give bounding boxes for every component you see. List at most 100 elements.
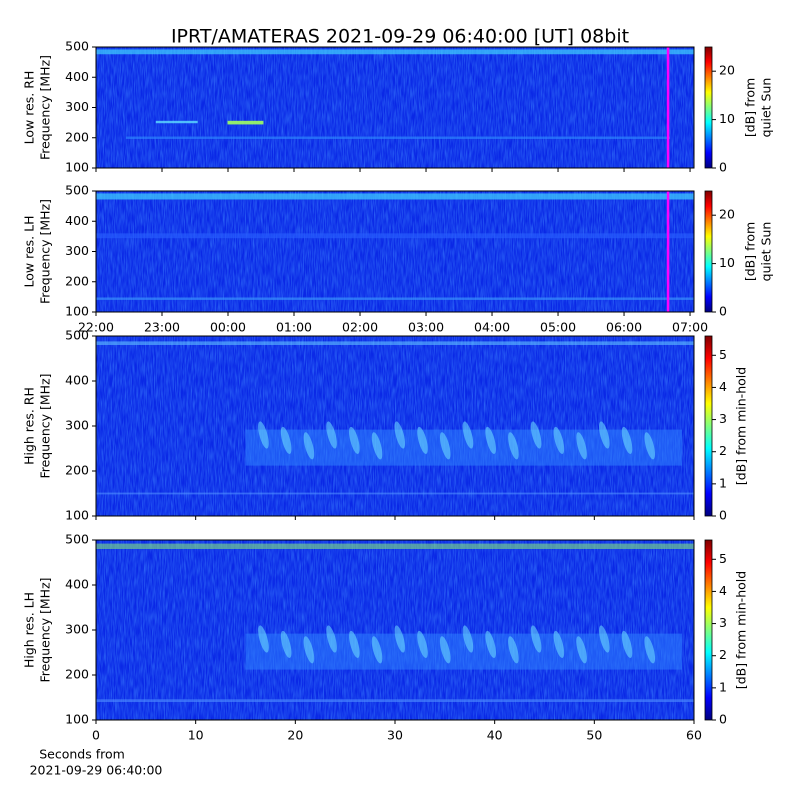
y-tick-label: 200 xyxy=(65,463,89,478)
y-tick-label: 100 xyxy=(65,712,89,727)
y-tick-label: 200 xyxy=(65,273,89,288)
burst-feature xyxy=(280,630,292,658)
y-tick-label: 200 xyxy=(65,129,89,144)
colorbar-tick-label: 3 xyxy=(719,411,727,426)
burst-feature xyxy=(599,625,610,653)
spectrogram-feature xyxy=(96,193,694,200)
spectrogram-feature xyxy=(227,120,264,125)
y-tick-label: 200 xyxy=(65,667,89,682)
burst-feature xyxy=(349,426,360,454)
colorbar-tick-label: 1 xyxy=(719,475,727,490)
y-tick-label: 100 xyxy=(65,304,89,319)
burst-feature xyxy=(326,625,337,653)
colorbar-tick-label: 0 xyxy=(719,508,727,523)
y-tick-label: 300 xyxy=(65,622,89,637)
burst-feature xyxy=(349,630,360,658)
y-tick-label: 500 xyxy=(65,532,89,547)
burst-feature xyxy=(462,625,474,653)
y-tick-label: 500 xyxy=(65,328,89,343)
x-tick-label: 40 xyxy=(487,728,503,743)
burst-feature xyxy=(644,432,656,460)
y-tick-label: 100 xyxy=(65,508,89,523)
colorbar-tick-label: 4 xyxy=(719,379,727,394)
burst-feature xyxy=(644,636,656,664)
colorbar-label: quiet Sun xyxy=(759,78,774,138)
colorbar-tick-label: 3 xyxy=(719,615,727,630)
x-tick-label: 0 xyxy=(92,728,100,743)
burst-feature xyxy=(258,625,269,653)
spectrogram-feature xyxy=(96,49,694,55)
colorbar xyxy=(704,335,713,517)
y-tick-label: 500 xyxy=(65,39,89,54)
figure-title: IPRT/AMATERAS 2021-09-29 06:40:00 [UT] 0… xyxy=(171,26,629,48)
colorbar-tick-label: 20 xyxy=(719,63,735,78)
y-axis-label: Frequency [MHz] xyxy=(38,373,53,478)
x-tick-label: 23:00 xyxy=(144,320,180,335)
y-tick-label: 300 xyxy=(65,418,89,433)
y-axis-label: High res. LH xyxy=(22,592,37,668)
x-tick-label: 02:00 xyxy=(342,320,378,335)
y-tick-label: 400 xyxy=(65,69,89,84)
burst-feature xyxy=(439,636,451,664)
colorbar-label: [dB] from min-hold xyxy=(734,571,749,689)
spectrogram-feature xyxy=(245,633,683,670)
colorbar xyxy=(704,46,713,169)
y-axis-label: Low res. LH xyxy=(22,216,37,288)
y-tick-label: 300 xyxy=(65,243,89,258)
colorbar-tick-label: 20 xyxy=(719,207,735,222)
x-tick-label: 00:00 xyxy=(210,320,246,335)
burst-feature xyxy=(485,630,496,658)
x-tick-label: 04:00 xyxy=(474,320,510,335)
colorbar-tick-label: 10 xyxy=(719,111,735,126)
burst-feature xyxy=(576,636,587,664)
burst-feature xyxy=(530,625,542,653)
burst-feature xyxy=(553,426,565,454)
y-axis-label: Frequency [MHz] xyxy=(38,55,53,160)
x-axis-label: 2021-09-29 06:40:00 xyxy=(30,763,163,778)
burst-feature xyxy=(417,630,428,658)
burst-feature xyxy=(417,426,428,454)
x-axis-label: Seconds from xyxy=(39,747,125,762)
y-tick-label: 300 xyxy=(65,99,89,114)
y-axis-label: High res. RH xyxy=(22,387,37,465)
colorbar-label: quiet Sun xyxy=(759,222,774,282)
spectrogram-texture xyxy=(96,47,694,168)
spectrogram-feature xyxy=(155,120,198,124)
spectrogram-feature xyxy=(245,429,683,466)
x-tick-label: 01:00 xyxy=(276,320,312,335)
spectrogram-feature xyxy=(96,699,694,702)
colorbar-tick-label: 0 xyxy=(719,304,727,319)
colorbar-tick-label: 2 xyxy=(719,647,727,662)
x-tick-label: 05:00 xyxy=(540,320,576,335)
burst-feature xyxy=(394,625,406,653)
colorbar-label: [dB] from xyxy=(743,222,758,281)
spectrogram-feature xyxy=(96,233,694,239)
colorbar-tick-label: 1 xyxy=(719,679,727,694)
burst-feature xyxy=(394,421,406,449)
x-tick-label: 10 xyxy=(188,728,204,743)
colorbar-label: [dB] from min-hold xyxy=(734,367,749,485)
x-tick-label: 50 xyxy=(586,728,602,743)
colorbar-tick-label: 5 xyxy=(719,551,727,566)
burst-feature xyxy=(439,432,451,460)
colorbar-tick-label: 10 xyxy=(719,255,735,270)
burst-feature xyxy=(621,426,633,454)
burst-feature xyxy=(462,421,474,449)
burst-feature xyxy=(258,421,269,449)
y-tick-label: 400 xyxy=(65,213,89,228)
burst-feature xyxy=(508,432,519,460)
x-tick-label: 30 xyxy=(387,728,403,743)
colorbar-tick-label: 5 xyxy=(719,347,727,362)
burst-feature xyxy=(371,432,383,460)
spectrogram-feature xyxy=(96,341,694,345)
colorbar-tick-label: 2 xyxy=(719,443,727,458)
burst-feature xyxy=(280,426,292,454)
colorbar xyxy=(704,539,713,721)
burst-feature xyxy=(485,426,496,454)
spectrogram-feature xyxy=(96,492,694,495)
x-tick-label: 22:00 xyxy=(78,320,114,335)
burst-feature xyxy=(303,636,315,664)
burst-feature xyxy=(508,636,519,664)
colorbar-tick-label: 4 xyxy=(719,583,727,598)
